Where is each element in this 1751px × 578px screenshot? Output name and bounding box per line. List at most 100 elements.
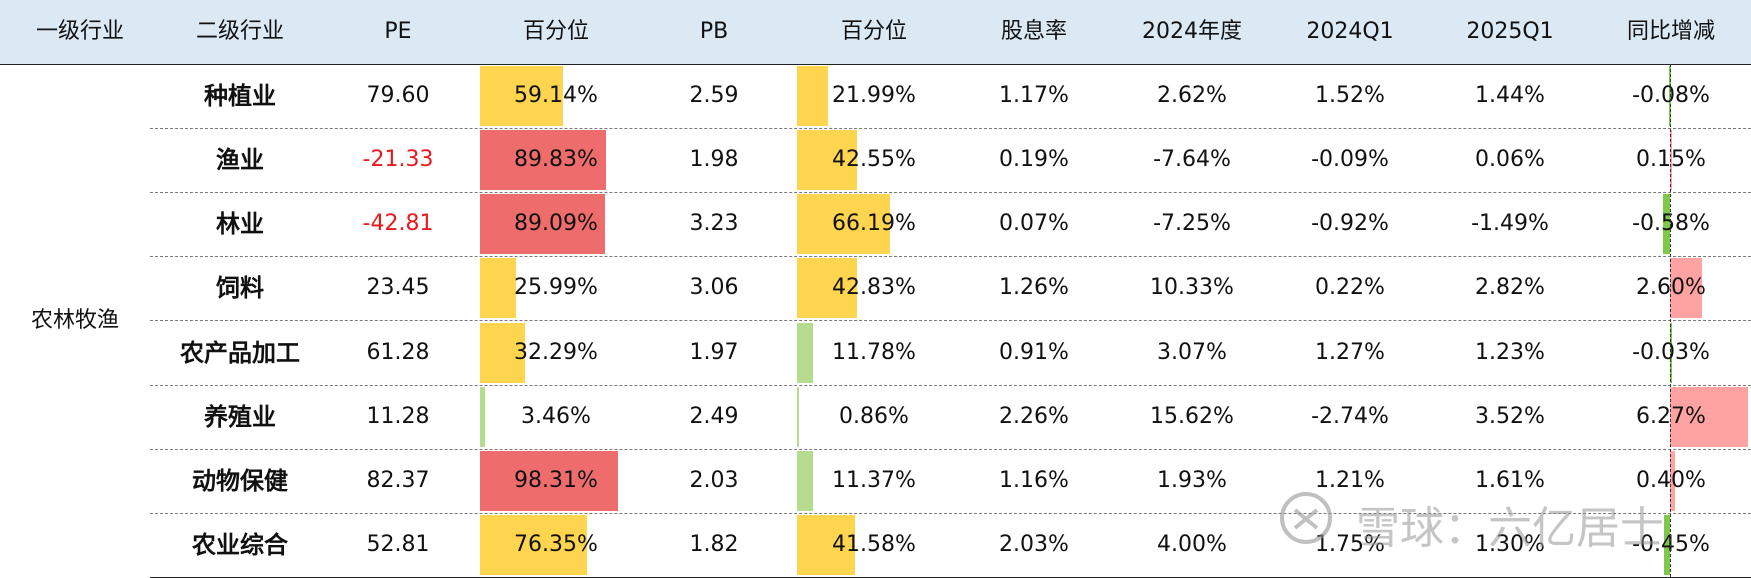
yoy-change: 6.27% bbox=[1636, 403, 1706, 429]
q1-2024: -2.74% bbox=[1311, 403, 1389, 429]
watermark-text: 雪球：六亿居士 bbox=[1356, 502, 1664, 554]
pe-value: -42.81 bbox=[362, 211, 434, 237]
dividend-yield: 1.17% bbox=[999, 83, 1069, 108]
annual-2024: 3.07% bbox=[1157, 339, 1227, 365]
table-row: 养殖业 11.28 3.46% 2.49 0.86% 2.26% 15.62% -2.74% 3… bbox=[150, 385, 1751, 450]
pb-percentile: 11.37% bbox=[832, 467, 916, 493]
table-row: 动物保健 82.37 98.31% 2.03 11.37% 1.16% 1.93% 1.21%… bbox=[150, 449, 1751, 514]
dividend-yield: 1.16% bbox=[999, 467, 1069, 493]
pb-percentile-bar bbox=[797, 66, 828, 126]
pb-value: 1.98 bbox=[689, 147, 739, 173]
yoy-bar bbox=[1662, 194, 1670, 255]
subindustry-name: 动物保健 bbox=[192, 466, 288, 495]
pb-value: 3.23 bbox=[689, 211, 739, 237]
q1-2024: 0.22% bbox=[1315, 275, 1385, 301]
header-pe-percentile: 百分位 bbox=[522, 19, 589, 44]
table-row: 饲料 23.45 25.99% 3.06 42.83% 1.26% 10.33% 0.22% 2… bbox=[150, 256, 1751, 322]
pb-percentile-bar bbox=[797, 130, 857, 191]
pb-percentile-bar bbox=[797, 450, 813, 511]
header-row: 一级行业 二级行业 PE 百分位 PB 百分位 股息率 2024年度 2024Q1 2025Q1 同… bbox=[0, 0, 1751, 65]
header-2024q1: 2024Q1 bbox=[1306, 19, 1394, 44]
header-pb: PB bbox=[699, 19, 729, 44]
table-row: 农业综合 52.81 76.35% 1.82 41.58% 2.03% 4.00% 1.75%… bbox=[150, 513, 1751, 578]
annual-2024: 1.93% bbox=[1157, 467, 1227, 493]
dividend-yield: 0.07% bbox=[999, 211, 1069, 237]
watermark: 雪球：六亿居士 bbox=[1278, 490, 1664, 560]
yoy-bar bbox=[1664, 514, 1670, 575]
table-row: 渔业 -21.33 89.83% 1.98 42.55% 0.19% -7.64% -0.09… bbox=[150, 128, 1751, 194]
pe-value: 52.81 bbox=[366, 531, 430, 557]
table-row: 种植业 79.60 59.14% 2.59 21.99% 1.17% 2.62% 1.52% 1… bbox=[150, 64, 1751, 129]
header-level2-industry: 二级行业 bbox=[195, 19, 284, 44]
yoy-change: 2.60% bbox=[1636, 275, 1706, 301]
pb-percentile: 42.83% bbox=[832, 275, 916, 301]
pb-value: 2.59 bbox=[689, 83, 739, 108]
q1-2024: 1.27% bbox=[1315, 339, 1385, 365]
pb-percentile: 66.19% bbox=[832, 211, 916, 237]
pe-percentile: 32.29% bbox=[514, 339, 598, 365]
header-level1-industry: 一级行业 bbox=[35, 19, 124, 44]
annual-2024: 15.62% bbox=[1150, 403, 1234, 429]
pe-percentile: 25.99% bbox=[514, 275, 598, 301]
pe-percentile-bar bbox=[480, 386, 485, 447]
pe-percentile: 3.46% bbox=[521, 403, 591, 429]
pe-percentile: 89.83% bbox=[514, 147, 598, 173]
yoy-bar bbox=[1670, 450, 1675, 511]
table-row: 农产品加工 61.28 32.29% 1.97 11.78% 0.91% 3.07% 1.27… bbox=[150, 321, 1751, 386]
snowball-logo-icon bbox=[1278, 490, 1334, 557]
q1-2024: -0.09% bbox=[1311, 147, 1389, 173]
subindustry-name: 农产品加工 bbox=[180, 338, 300, 367]
pb-percentile: 21.99% bbox=[832, 83, 916, 108]
pb-percentile-bar bbox=[797, 386, 799, 447]
subindustry-name: 渔业 bbox=[216, 146, 264, 175]
header-2025q1: 2025Q1 bbox=[1466, 19, 1554, 44]
subindustry-name: 养殖业 bbox=[204, 402, 276, 431]
dividend-yield: 2.26% bbox=[999, 403, 1069, 429]
dividend-yield: 0.19% bbox=[999, 147, 1069, 173]
subindustry-name: 林业 bbox=[216, 210, 264, 239]
pb-value: 3.06 bbox=[689, 275, 739, 301]
annual-2024: 4.00% bbox=[1157, 531, 1227, 557]
pe-percentile: 98.31% bbox=[514, 467, 598, 493]
yoy-change: -0.03% bbox=[1632, 339, 1710, 365]
pb-value: 2.03 bbox=[689, 467, 739, 493]
pb-percentile: 11.78% bbox=[832, 339, 916, 365]
pb-value: 1.97 bbox=[689, 339, 739, 365]
q1-2025: 3.52% bbox=[1475, 403, 1545, 429]
header-yoy-change: 同比增减 bbox=[1626, 19, 1715, 44]
pe-value: 82.37 bbox=[366, 467, 430, 493]
group-label: 农林牧渔 bbox=[30, 308, 119, 333]
q1-2024: 1.21% bbox=[1315, 467, 1385, 493]
q1-2024: -0.92% bbox=[1311, 211, 1389, 237]
q1-2024: 1.52% bbox=[1315, 83, 1385, 108]
annual-2024: 2.62% bbox=[1157, 83, 1227, 108]
q1-2025: 2.82% bbox=[1475, 275, 1545, 301]
header-2024-annual: 2024年度 bbox=[1142, 19, 1242, 44]
subindustry-name: 农业综合 bbox=[192, 530, 288, 559]
pe-percentile-bar bbox=[480, 450, 618, 511]
subindustry-name: 饲料 bbox=[216, 274, 264, 303]
q1-2025: 1.44% bbox=[1475, 83, 1545, 108]
pb-percentile-bar bbox=[797, 258, 857, 319]
pe-percentile-bar bbox=[480, 194, 605, 255]
yoy-bar bbox=[1670, 258, 1703, 319]
q1-2025: -1.49% bbox=[1471, 211, 1549, 237]
dividend-yield: 0.91% bbox=[999, 339, 1069, 365]
q1-2025: 1.61% bbox=[1475, 467, 1545, 493]
pe-percentile: 89.09% bbox=[514, 211, 598, 237]
pe-percentile: 76.35% bbox=[514, 531, 598, 557]
pe-percentile: 59.14% bbox=[514, 83, 598, 108]
pe-value: 61.28 bbox=[366, 339, 430, 365]
q1-2025: 1.23% bbox=[1475, 339, 1545, 365]
pe-percentile-bar bbox=[480, 66, 563, 126]
pb-value: 1.82 bbox=[689, 531, 739, 557]
pb-value: 2.49 bbox=[689, 403, 739, 429]
yoy-zero-axis bbox=[1670, 64, 1671, 577]
pe-value: 11.28 bbox=[366, 403, 430, 429]
yoy-change: -0.08% bbox=[1632, 83, 1710, 108]
pe-percentile-bar bbox=[480, 514, 587, 575]
annual-2024: 10.33% bbox=[1150, 275, 1234, 301]
pb-percentile-bar bbox=[797, 514, 856, 575]
subindustry-name: 种植业 bbox=[204, 82, 276, 110]
annual-2024: -7.64% bbox=[1153, 147, 1231, 173]
